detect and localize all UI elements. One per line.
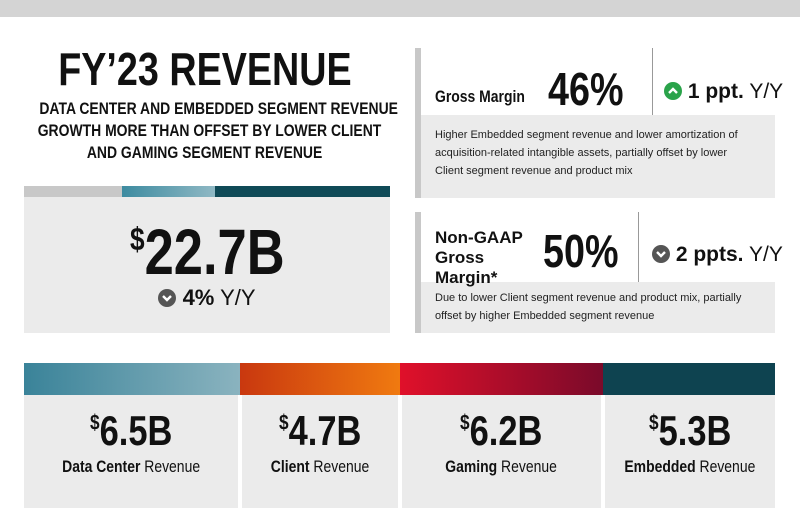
card-stripe <box>415 212 421 333</box>
segment-label: Data Center Revenue <box>24 457 238 477</box>
change-period: Y/Y <box>749 243 783 266</box>
segment-name: Embedded <box>624 457 696 476</box>
divider <box>652 48 653 115</box>
change-value: 4% <box>182 285 215 310</box>
change-value: 2 ppts. <box>675 243 744 266</box>
subtitle-line: AND GAMING SEGMENT REVENUE <box>87 143 323 162</box>
segment-value-row: $6.5B <box>24 407 238 455</box>
segment-label-wrap: Embedded Revenue <box>625 457 756 477</box>
segment-band <box>603 363 775 395</box>
segment-suffix: Revenue <box>699 457 756 476</box>
accent-bar <box>215 186 390 197</box>
subtitle-line: GROWTH MORE THAN OFFSET BY LOWER CLIENT <box>37 121 382 140</box>
segment-label-wrap: Gaming Revenue <box>446 457 558 477</box>
accent-bar <box>122 186 215 197</box>
segment-label: Gaming Revenue <box>402 457 601 477</box>
segment-name: Data Center <box>62 457 141 476</box>
segment-card: $6.5B Data Center Revenue <box>24 395 238 508</box>
card-stripe <box>415 48 421 198</box>
subtitle: DATA CENTER AND EMBEDDED SEGMENT REVENUE… <box>0 98 410 164</box>
segment-suffix: Revenue <box>313 457 370 476</box>
margin-value: 50% <box>543 225 619 277</box>
margin-change: 1 ppt. Y/Y <box>664 80 783 104</box>
change-period: Y/Y <box>220 285 256 310</box>
down-icon <box>158 289 177 307</box>
segment-value-row: $6.2B <box>402 407 601 455</box>
down-icon <box>652 245 670 263</box>
margin-value: 46% <box>548 63 624 115</box>
accent-bar <box>24 186 122 197</box>
divider <box>638 212 639 282</box>
segment-label-wrap: Data Center Revenue <box>62 457 200 477</box>
segment-band <box>400 363 603 395</box>
card-desc-bg <box>421 282 775 333</box>
segment-label: Embedded Revenue <box>605 457 775 477</box>
segment-value: $6.5B <box>89 407 173 454</box>
segment-card: $5.3B Embedded Revenue <box>605 395 775 508</box>
up-icon <box>664 82 682 100</box>
segment-label-wrap: Client Revenue <box>271 457 369 477</box>
margin-change: 2 ppts. Y/Y <box>652 243 783 267</box>
top-bar <box>0 0 800 17</box>
margin-description: Due to lower Client segment revenue and … <box>435 292 742 322</box>
segment-suffix: Revenue <box>501 457 558 476</box>
subtitle-line: DATA CENTER AND EMBEDDED SEGMENT REVENUE <box>39 99 398 118</box>
total-card: $22.7B 4% Y/Y <box>24 197 390 333</box>
segment-label: Client Revenue <box>242 457 398 477</box>
change-value: 1 ppt. <box>687 80 744 103</box>
segment-band <box>24 363 240 395</box>
title: FY’23 REVENUE <box>0 42 410 96</box>
margin-label: Non-GAAP Gross Margin* <box>435 228 523 287</box>
segment-card: $4.7B Client Revenue <box>242 395 398 508</box>
segment-name: Gaming <box>445 457 498 476</box>
change-period: Y/Y <box>749 80 784 103</box>
segment-value-row: $5.3B <box>605 407 775 455</box>
segment-suffix: Revenue <box>144 457 200 476</box>
segment-card: $6.2B Gaming Revenue <box>402 395 601 508</box>
title-text: FY’23 REVENUE <box>58 43 352 95</box>
total-value: $22.7B <box>129 216 285 288</box>
margin-label: Gross Margin <box>435 87 525 106</box>
segment-value: $4.7B <box>278 407 362 454</box>
segment-value-row: $4.7B <box>242 407 398 455</box>
segment-value: $5.3B <box>648 407 732 454</box>
segment-band <box>240 363 400 395</box>
total-change: 4% Y/Y <box>24 285 390 311</box>
margin-description: Higher Embedded segment revenue and lowe… <box>435 129 738 177</box>
card-desc-bg <box>421 115 775 198</box>
segment-name: Client <box>270 457 310 476</box>
segment-value: $6.2B <box>460 407 543 454</box>
